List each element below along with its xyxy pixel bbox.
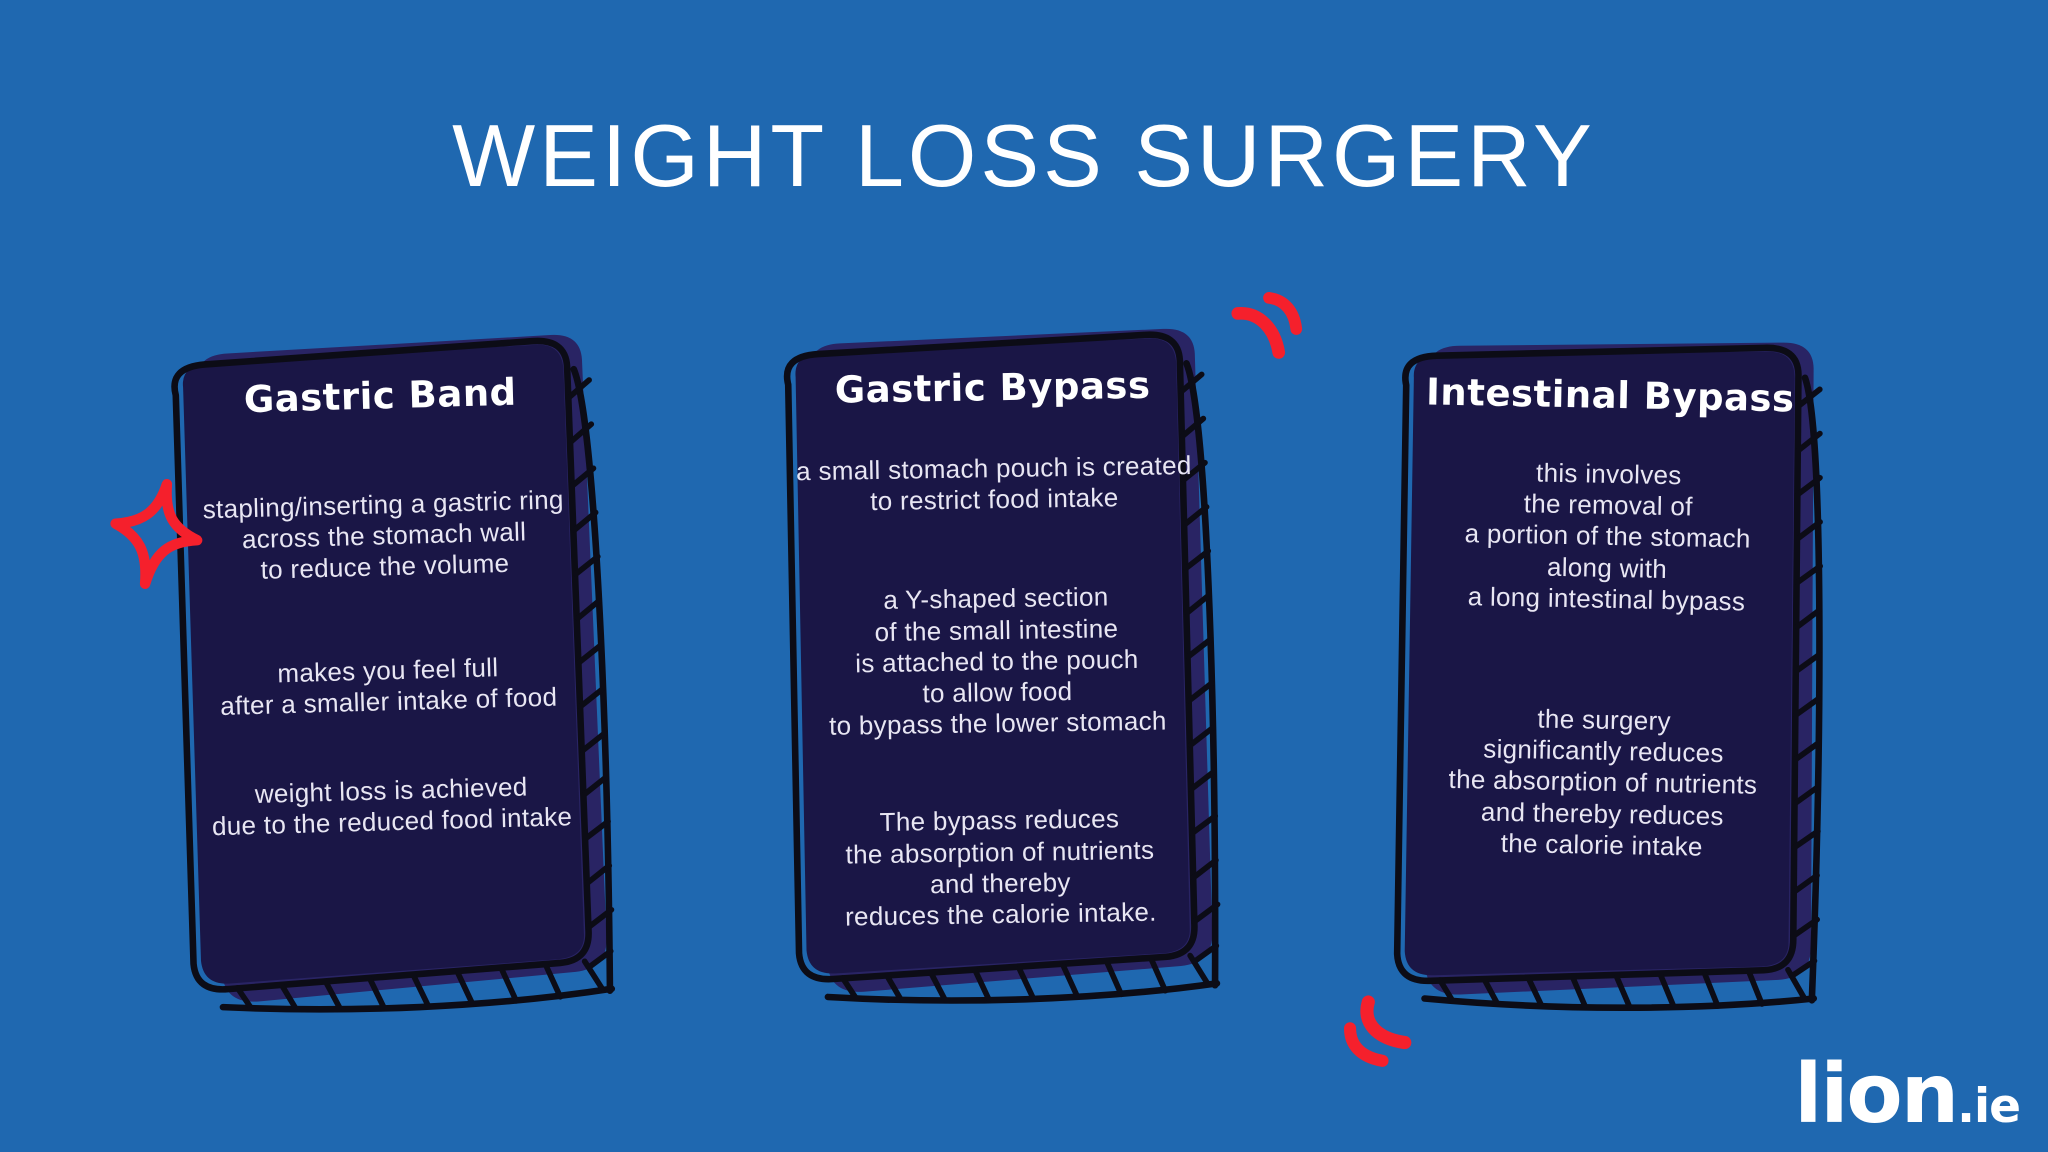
card-content: Gastric Bypass a small stomach pouch is … [782, 349, 1212, 976]
card-paragraph: this involves the removal of a portion o… [1464, 457, 1752, 617]
logo-tld: .ie [1957, 1079, 2021, 1134]
card-paragraph: stapling/inserting a gastric ring across… [202, 484, 565, 586]
card-paragraph: a small stomach pouch is created to rest… [795, 450, 1192, 517]
card-paragraph: a Y-shaped section of the small intestin… [828, 581, 1167, 741]
lion-ie-logo: lion .ie [1794, 1047, 2021, 1142]
card-title: Gastric Band [243, 370, 518, 422]
double-swoosh-top-icon [1231, 292, 1303, 359]
card-gastric-band: Gastric Band stapling/inserting a gastri… [153, 324, 642, 1027]
card-paragraph: the surgery significantly reduces the ab… [1448, 703, 1758, 862]
card-title: Intestinal Bypass [1425, 370, 1795, 421]
page-title: WEIGHT LOSS SURGERY [452, 106, 1596, 205]
card-paragraph: makes you feel full after a smaller inta… [219, 651, 558, 721]
card-intestinal-bypass: Intestinal Bypass this involves the remo… [1373, 326, 1856, 1025]
card-paragraph: The bypass reduces the absorption of nut… [844, 803, 1157, 932]
card-gastric-bypass: Gastric Bypass a small stomach pouch is … [767, 318, 1248, 1015]
card-title: Gastric Bypass [834, 363, 1151, 412]
card-content: Gastric Band stapling/inserting a gastri… [169, 355, 606, 986]
card-content: Intestinal Bypass this involves the remo… [1389, 356, 1821, 984]
double-swoosh-bottom-icon [1343, 995, 1412, 1067]
sparkle-icon [110, 478, 203, 590]
card-paragraph: weight loss is achieved due to the reduc… [211, 771, 573, 842]
logo-wordmark: lion [1794, 1047, 1959, 1142]
